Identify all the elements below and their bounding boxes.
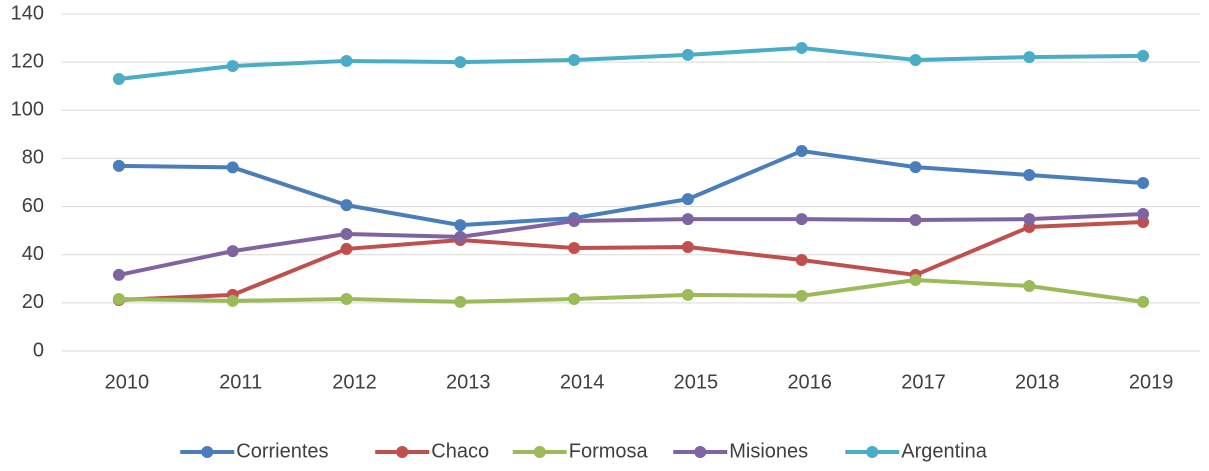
y-tick-label: 40 bbox=[22, 243, 44, 265]
legend-marker bbox=[201, 446, 214, 458]
legend-marker bbox=[694, 446, 707, 458]
point bbox=[340, 228, 353, 241]
legend-label: Chaco bbox=[431, 440, 489, 462]
point bbox=[909, 53, 922, 66]
legend-label: Corrientes bbox=[236, 440, 328, 462]
y-tick-label: 80 bbox=[22, 147, 44, 169]
x-tick-label: 2010 bbox=[105, 371, 150, 393]
point bbox=[1023, 213, 1036, 226]
point bbox=[681, 48, 694, 61]
point bbox=[454, 56, 467, 69]
point bbox=[340, 293, 353, 306]
x-tick-label: 2012 bbox=[332, 371, 377, 393]
point bbox=[454, 230, 467, 243]
point bbox=[454, 295, 467, 308]
point bbox=[681, 241, 694, 254]
point bbox=[1023, 51, 1036, 64]
x-tick-label: 2013 bbox=[446, 371, 491, 393]
point bbox=[454, 219, 467, 232]
point bbox=[1137, 295, 1150, 308]
legend-marker bbox=[533, 446, 546, 458]
point bbox=[681, 213, 694, 226]
series-line bbox=[118, 148, 1144, 228]
point bbox=[568, 53, 581, 66]
legend-label: Misiones bbox=[729, 440, 808, 462]
point bbox=[909, 214, 922, 227]
point bbox=[112, 72, 125, 85]
series-line bbox=[118, 277, 1144, 304]
x-tick-label: 2019 bbox=[1129, 371, 1174, 393]
x-tick-label: 2015 bbox=[674, 371, 719, 393]
point bbox=[226, 245, 239, 258]
point bbox=[909, 161, 922, 174]
y-tick-label: 140 bbox=[11, 2, 44, 24]
point bbox=[226, 59, 239, 72]
point bbox=[568, 241, 581, 254]
series-line bbox=[118, 45, 1144, 81]
x-tick-label: 2016 bbox=[787, 371, 832, 393]
y-tick-label: 20 bbox=[22, 291, 44, 313]
point bbox=[112, 268, 125, 281]
point bbox=[795, 254, 808, 267]
point bbox=[909, 273, 922, 286]
x-tick-label: 2014 bbox=[560, 371, 605, 393]
point bbox=[1137, 208, 1150, 221]
point bbox=[226, 161, 239, 174]
point bbox=[112, 293, 125, 306]
legend-marker bbox=[866, 446, 879, 458]
legend-label: Argentina bbox=[901, 440, 987, 462]
y-tick-label: 120 bbox=[11, 50, 44, 72]
y-tick-label: 0 bbox=[33, 339, 44, 361]
x-tick-label: 2018 bbox=[1015, 371, 1060, 393]
point bbox=[681, 193, 694, 206]
point bbox=[112, 159, 125, 172]
series-line bbox=[118, 219, 1144, 302]
point bbox=[795, 213, 808, 226]
y-tick-label: 100 bbox=[11, 99, 44, 121]
point bbox=[568, 215, 581, 228]
legend-marker bbox=[396, 446, 409, 458]
point bbox=[340, 199, 353, 212]
point bbox=[568, 293, 581, 306]
point bbox=[795, 144, 808, 157]
point bbox=[795, 41, 808, 54]
point bbox=[226, 294, 239, 307]
legend-label: Formosa bbox=[569, 440, 649, 462]
series-line bbox=[118, 212, 1144, 277]
y-tick-label: 60 bbox=[22, 195, 44, 217]
point bbox=[1023, 280, 1036, 293]
point bbox=[1023, 169, 1036, 182]
point bbox=[340, 54, 353, 67]
point bbox=[1137, 176, 1150, 189]
point bbox=[340, 242, 353, 255]
point bbox=[681, 288, 694, 301]
x-tick-label: 2011 bbox=[219, 371, 262, 393]
point bbox=[795, 289, 808, 302]
x-tick-label: 2017 bbox=[901, 371, 946, 393]
point bbox=[1137, 49, 1150, 62]
